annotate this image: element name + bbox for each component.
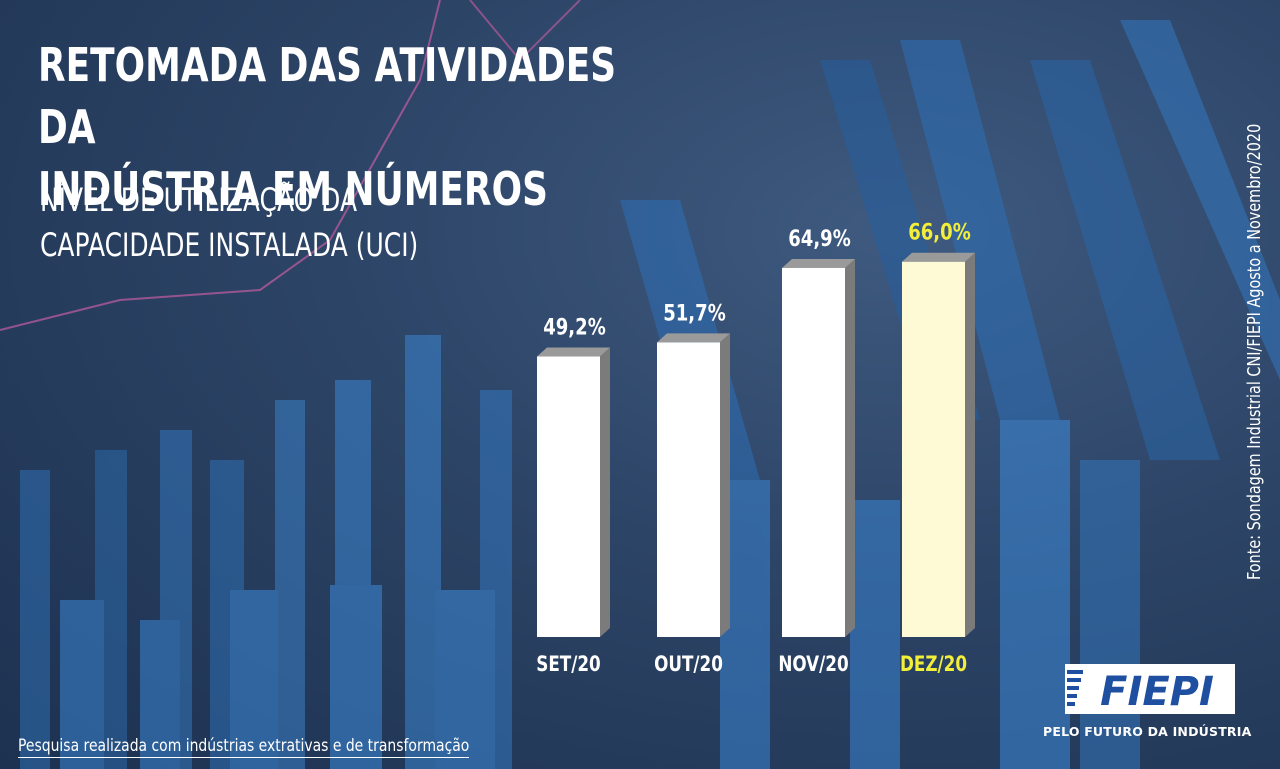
title-line-1: RETOMADA DAS ATIVIDADES DA (38, 38, 617, 154)
bar-side (965, 252, 975, 637)
title-line-2: INDÚSTRIA EM NÚMEROS (38, 162, 548, 216)
bar-side (720, 333, 730, 637)
bar-side (600, 347, 610, 637)
bar-group-nov-20: 64,9% NOV/20 (778, 225, 855, 677)
category-label: OUT/20 (654, 652, 723, 676)
chart-subtitle: NÍVEL DE UTILIZAÇÃO DA CAPACIDADE INSTAL… (40, 178, 446, 268)
bar-top (782, 258, 855, 268)
category-label: SET/20 (536, 652, 601, 676)
value-label: 49,2% (543, 314, 606, 340)
footnote: Pesquisa realizada com indústrias extrat… (18, 736, 470, 758)
fiepi-logo: FIEPI (1065, 664, 1235, 714)
source-note: Fonte: Sondagem Industrial CNI/FIEPI Ago… (1244, 123, 1265, 580)
bar-top (657, 333, 730, 343)
subtitle-line-2: CAPACIDADE INSTALADA (UCI) (40, 226, 419, 264)
brand-tagline: PELO FUTURO DA INDÚSTRIA (1043, 724, 1252, 739)
logo-text: FIEPI (1100, 669, 1214, 714)
bar-top (537, 347, 610, 357)
bar-group-dez-20: 66,0% DEZ/20 (900, 219, 975, 677)
category-label: DEZ/20 (900, 652, 967, 676)
bar (902, 261, 965, 637)
bar-side (845, 258, 855, 637)
bar-group-out-20: 51,7% OUT/20 (654, 300, 730, 677)
bar (657, 342, 720, 637)
page-title: RETOMADA DAS ATIVIDADES DA INDÚSTRIA EM … (38, 34, 646, 220)
bar (537, 356, 600, 637)
value-label: 64,9% (788, 225, 851, 251)
bar-group-set-20: 49,2% SET/20 (536, 314, 610, 677)
subtitle-line-1: NÍVEL DE UTILIZAÇÃO DA (40, 181, 358, 219)
category-label: NOV/20 (778, 652, 848, 676)
bar (782, 267, 845, 637)
value-label: 66,0% (908, 219, 971, 245)
value-label: 51,7% (663, 300, 726, 326)
bar-top (902, 252, 975, 262)
